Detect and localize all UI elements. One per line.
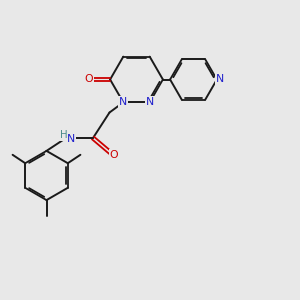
Text: O: O <box>110 149 118 160</box>
Text: O: O <box>84 74 93 85</box>
Text: N: N <box>146 97 154 107</box>
Text: H: H <box>60 130 68 140</box>
Text: N: N <box>216 74 224 85</box>
Text: N: N <box>67 134 76 144</box>
Text: N: N <box>118 97 127 107</box>
